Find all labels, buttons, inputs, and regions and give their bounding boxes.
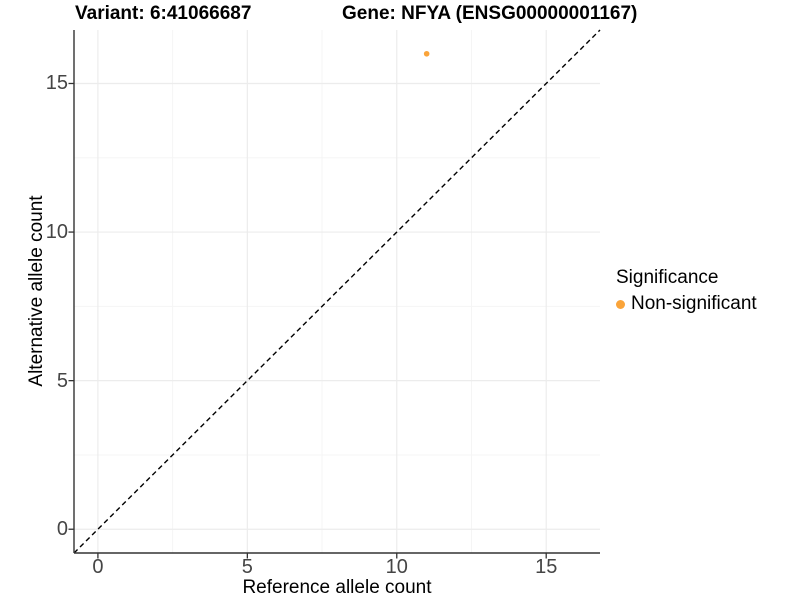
y-tick-label: 10 — [45, 221, 68, 244]
y-tick-label: 0 — [56, 518, 68, 541]
y-tick-label: 5 — [56, 369, 68, 392]
plot-title-gene: Gene: NFYA (ENSG00000001167) — [342, 3, 638, 24]
y-axis-title: Alternative allele count — [26, 195, 47, 387]
y-tick-label: 15 — [45, 72, 68, 95]
legend: Significance Non-significant — [616, 267, 757, 315]
x-tick-label: 5 — [241, 556, 253, 578]
legend-item: Non-significant — [616, 293, 757, 315]
legend-point-icon — [616, 299, 625, 309]
x-axis-title: Reference allele count — [242, 577, 432, 598]
x-tick-label: 10 — [385, 556, 408, 578]
plot-title-variant: Variant: 6:41066687 — [75, 3, 252, 24]
x-tick-label: 15 — [535, 556, 558, 578]
x-tick-label: 0 — [92, 556, 104, 578]
legend-item-label: Non-significant — [631, 293, 757, 314]
identity-line — [73, 29, 601, 554]
data-point — [423, 50, 430, 57]
legend-title: Significance — [616, 267, 719, 288]
